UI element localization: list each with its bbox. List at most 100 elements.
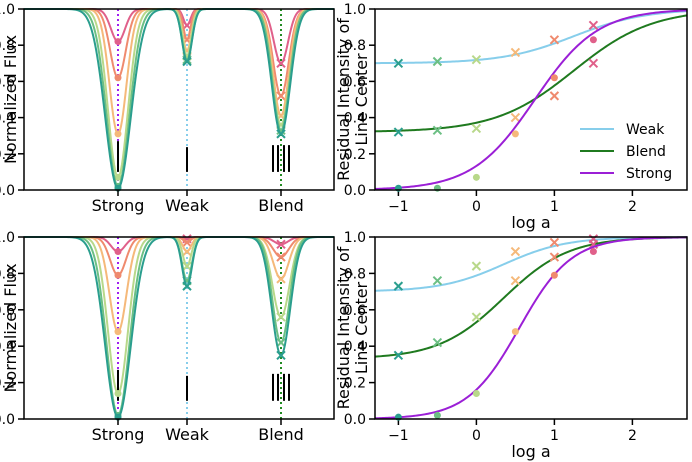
y-tick-label: 0.2	[344, 376, 366, 392]
line-center-point	[114, 271, 122, 279]
flux-curve	[24, 8, 334, 188]
data-point	[471, 261, 482, 271]
x-tick-label: 0	[472, 199, 481, 215]
data-point	[510, 246, 521, 257]
x-marker-stroke	[393, 58, 404, 69]
data-point	[472, 390, 480, 398]
plot-frame	[374, 236, 688, 420]
y-tick-label: 0.4	[344, 111, 366, 127]
x-axis-label: log a	[511, 213, 550, 232]
fit-curve	[374, 236, 688, 420]
y-tick-label: 0.0	[0, 183, 15, 199]
x-marker-stroke	[588, 20, 599, 30]
data-point	[432, 275, 443, 286]
x-tick-label: Strong	[92, 425, 145, 444]
data-point	[511, 130, 519, 138]
fit-curve	[374, 10, 688, 65]
x-marker-stroke	[276, 91, 286, 101]
plot-frame	[23, 236, 335, 420]
x-marker-stroke	[182, 281, 192, 291]
data-point	[393, 127, 404, 137]
line-center-point	[276, 129, 286, 139]
flux-curve	[24, 8, 334, 190]
data-point	[549, 237, 560, 248]
x-marker-stroke	[549, 35, 560, 45]
x-marker-stroke	[393, 281, 404, 291]
x-marker-stroke	[432, 275, 443, 286]
y-tick-label: 0.4	[344, 339, 366, 355]
y-tick-label: 0.4	[0, 339, 15, 355]
x-marker-stroke	[471, 123, 482, 134]
data-point	[510, 112, 521, 123]
x-marker-stroke	[276, 58, 286, 69]
y-tick-label: 0.4	[0, 111, 15, 127]
data-point	[393, 281, 404, 291]
data-point	[471, 123, 482, 134]
data-point	[471, 312, 482, 322]
y-tick-label: 0.0	[344, 183, 366, 199]
data-point	[510, 47, 521, 58]
line-center-point	[114, 173, 122, 181]
y-tick-label: 0.8	[0, 266, 15, 282]
x-marker-stroke	[276, 350, 286, 361]
line-center-point	[182, 281, 192, 291]
data-point	[511, 328, 519, 336]
plot-frame	[23, 8, 335, 191]
x-marker-stroke	[276, 129, 286, 139]
y-tick-label: 1.0	[344, 230, 366, 246]
line-center-point	[276, 252, 286, 262]
data-point	[550, 271, 558, 279]
line-center-point	[114, 74, 122, 82]
data-point	[549, 252, 560, 262]
x-marker-stroke	[432, 337, 443, 348]
y-tick-label: 0.2	[0, 376, 15, 392]
line-center-point	[276, 312, 286, 322]
x-marker-stroke	[393, 350, 404, 361]
y-tick-label: 1.0	[344, 2, 366, 18]
x-tick-label: 1	[550, 199, 559, 215]
fit-curve	[374, 9, 688, 190]
y-tick-label: 0.6	[344, 303, 366, 319]
line-center-point	[114, 248, 122, 256]
y-tick-label: 0.8	[344, 38, 366, 54]
x-marker-stroke	[432, 125, 443, 135]
x-tick-label: 1	[550, 428, 559, 444]
x-marker-stroke	[276, 312, 286, 322]
x-marker-stroke	[393, 127, 404, 137]
y-tick-label: 1.0	[0, 230, 15, 246]
x-tick-label: 2	[628, 199, 637, 215]
y-axis-label: Normalized Flux	[1, 263, 20, 392]
x-marker-stroke	[182, 56, 192, 67]
x-tick-label: Blend	[258, 425, 304, 444]
data-point	[549, 91, 560, 101]
x-tick-label: 2	[628, 428, 637, 444]
x-marker-stroke	[276, 337, 286, 348]
data-point	[433, 411, 441, 419]
x-tick-label: −1	[388, 199, 409, 215]
line-center-point	[276, 91, 286, 101]
x-marker-stroke	[510, 47, 521, 58]
y-axis-label: Residual Intensity ofLine Center	[334, 246, 371, 409]
line-center-point	[114, 328, 122, 336]
data-point	[472, 173, 480, 181]
line-center-point	[114, 390, 122, 398]
x-tick-label: Weak	[165, 196, 210, 215]
y-axis-label: Normalized Flux	[1, 35, 20, 164]
data-point	[589, 248, 597, 256]
x-marker-stroke	[182, 237, 192, 248]
x-marker-stroke	[432, 56, 443, 67]
x-marker-stroke	[276, 252, 286, 262]
line-center-point	[182, 56, 192, 67]
x-marker-stroke	[276, 239, 286, 249]
x-marker-stroke	[510, 112, 521, 123]
x-marker-stroke	[549, 252, 560, 262]
data-point	[549, 35, 560, 45]
line-center-point	[276, 350, 286, 361]
plot-frame	[374, 8, 688, 191]
fit-curve	[374, 236, 688, 358]
y-tick-label: 0.8	[0, 38, 15, 54]
fit-curve	[374, 236, 688, 292]
data-point	[550, 74, 558, 82]
data-point	[393, 350, 404, 361]
